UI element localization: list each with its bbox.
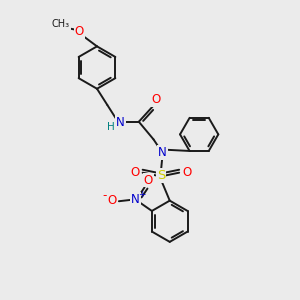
Text: S: S: [157, 169, 165, 182]
Text: N: N: [158, 146, 167, 159]
Text: O: O: [182, 166, 191, 178]
Text: O: O: [75, 25, 84, 38]
Text: CH₃: CH₃: [52, 19, 70, 29]
Text: O: O: [151, 93, 160, 106]
Text: H: H: [107, 122, 115, 132]
Text: -: -: [103, 189, 107, 202]
Text: O: O: [107, 194, 116, 207]
Text: +: +: [138, 190, 145, 199]
Text: O: O: [144, 173, 153, 187]
Text: O: O: [130, 166, 140, 178]
Text: N: N: [131, 193, 140, 206]
Text: N: N: [116, 116, 125, 129]
